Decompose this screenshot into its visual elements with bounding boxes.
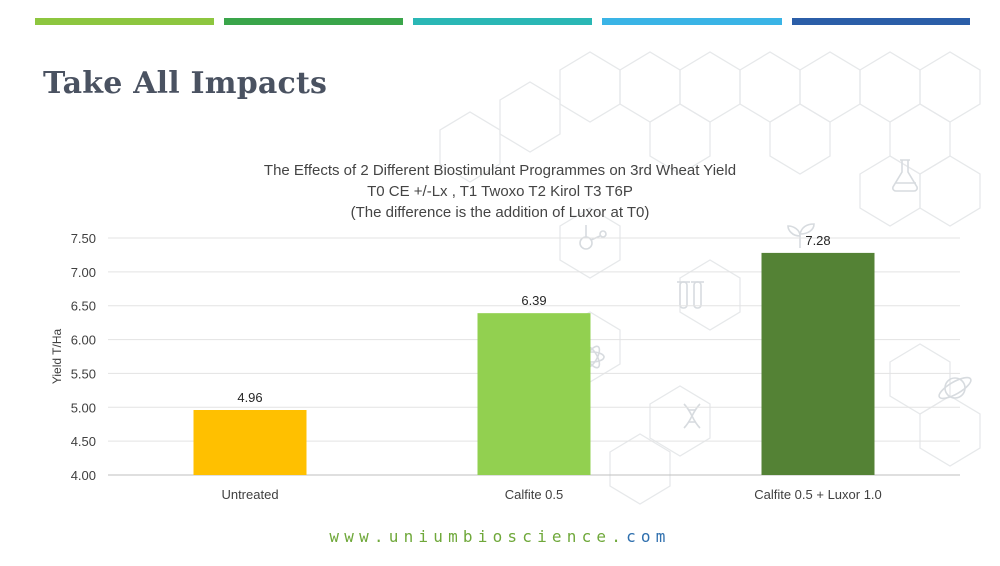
x-category-label: Untreated	[221, 487, 278, 502]
slide-title: Take All Impacts	[43, 66, 328, 101]
chart-title: The Effects of 2 Different Biostimulant …	[200, 160, 800, 223]
y-tick-label: 4.50	[71, 434, 96, 449]
y-tick-label: 4.00	[71, 468, 96, 483]
y-tick-label: 5.50	[71, 366, 96, 381]
header-stripe-5	[792, 18, 970, 25]
website-prefix: www.	[329, 527, 389, 546]
bar-value-label: 7.28	[805, 233, 830, 248]
chart-title-line-3: (The difference is the addition of Luxor…	[350, 204, 650, 221]
x-category-label: Calfite 0.5 + Luxor 1.0	[754, 487, 882, 502]
hexagon-network	[439, 51, 981, 505]
y-tick-label: 7.50	[71, 231, 96, 246]
header-stripe-3	[413, 18, 592, 25]
bar-value-label: 4.96	[237, 390, 262, 405]
bar	[477, 313, 591, 475]
bar-value-label: 6.39	[521, 293, 546, 308]
website-domain: uniumbioscience.	[388, 527, 627, 546]
dna-icon	[683, 403, 701, 429]
bar	[193, 409, 307, 475]
sprout-icon	[787, 223, 815, 248]
chart-title-line-2: T0 CE +/-Lx , T1 Twoxo T2 Kirol T3 T6P	[367, 183, 633, 200]
website-url[interactable]: www.uniumbioscience.com	[0, 527, 1000, 546]
y-tick-label: 6.50	[71, 299, 96, 314]
header-stripe-1	[35, 18, 214, 25]
y-tick-label: 7.00	[71, 265, 96, 280]
flask-icon	[892, 159, 918, 192]
y-tick-label: 5.00	[71, 400, 96, 415]
chart-title-line-1: The Effects of 2 Different Biostimulant …	[263, 162, 737, 179]
planet-icon	[938, 376, 972, 400]
header-stripe-4	[602, 18, 782, 25]
header-stripe-2	[224, 18, 403, 25]
y-tick-label: 6.00	[71, 333, 96, 348]
test-tubes-icon	[677, 281, 704, 309]
bar	[761, 252, 875, 475]
website-suffix: com	[626, 527, 671, 546]
x-category-label: Calfite 0.5	[505, 487, 564, 502]
y-axis-label: Yield T/Ha	[50, 328, 64, 384]
